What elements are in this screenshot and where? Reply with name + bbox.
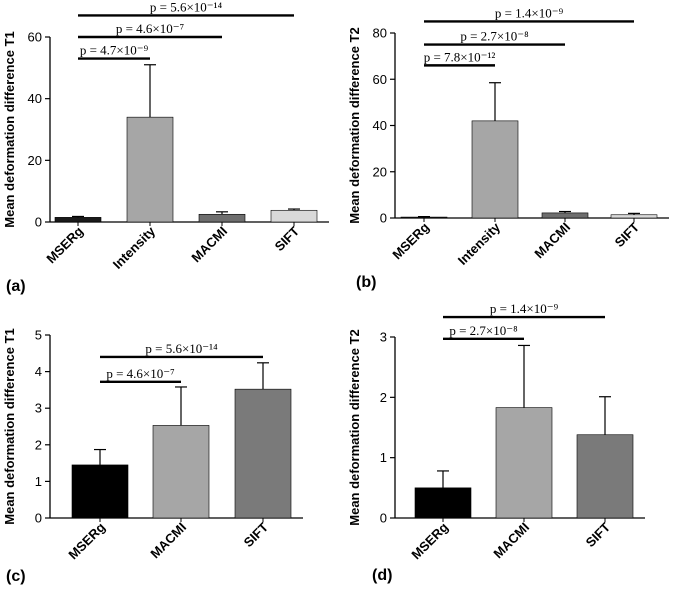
y-axis-title: Mean deformation difference T1 [2, 328, 17, 524]
bar-macmi [152, 425, 210, 519]
panel-label: (b) [356, 274, 376, 291]
bar-macmi [495, 407, 553, 519]
category-label: Intensity [110, 223, 159, 272]
bar-intensity [126, 116, 174, 223]
panel-d: 0 1 2 3 Mean deformation difference T2 MSERg M… [347, 301, 645, 584]
y-tick-label: 40 [28, 91, 42, 106]
category-label: MACMI [188, 224, 230, 266]
panel-a: 0 20 40 60 Mean deformation difference T1 MSE… [2, 0, 329, 295]
y-tick-label: 0 [380, 211, 387, 226]
category-label: SIFT [583, 519, 614, 550]
panel-c: 0 1 2 3 4 5 Mean deformation difference T1 MSER… [2, 328, 303, 585]
bar-mserg [400, 216, 448, 219]
bar-intensity [471, 120, 519, 219]
bar-mserg [54, 217, 102, 223]
y-tick-label: 60 [28, 30, 42, 45]
bar-macmi [198, 213, 246, 223]
category-label: MACMI [490, 520, 532, 562]
bar-sift [610, 214, 658, 219]
category-label: MSERg [43, 223, 86, 266]
y-tick-label: 0 [35, 215, 42, 230]
panel-label: (d) [372, 567, 392, 584]
p-value-label: p = 1.4×10⁻⁹ [495, 5, 564, 20]
y-tick-label: 5 [35, 328, 42, 343]
y-tick-label: 0 [380, 511, 387, 526]
y-axis-title: Mean deformation difference T2 [347, 27, 362, 223]
category-label: SIFT [272, 223, 303, 254]
category-label: Intensity [455, 219, 504, 268]
y-tick-label: 3 [380, 330, 387, 345]
p-value-label: p = 5.6×10⁻¹⁴ [145, 341, 218, 356]
category-label: SIFT [612, 219, 643, 250]
y-tick-label: 2 [35, 437, 42, 452]
category-label: MACMI [147, 520, 189, 562]
y-axis-title: Mean deformation difference T2 [347, 329, 362, 525]
y-tick-label: 20 [28, 153, 42, 168]
p-value-label: p = 2.7×10⁻⁸ [449, 323, 518, 338]
bar-sift [270, 209, 318, 223]
y-tick-label: 60 [373, 72, 387, 87]
y-axis-title: Mean deformation difference T1 [2, 31, 17, 227]
p-value-label: p = 5.6×10⁻¹⁴ [150, 0, 223, 14]
panel-label: (c) [6, 568, 26, 585]
category-label: MSERg [65, 519, 108, 562]
category-label: SIFT [241, 519, 272, 550]
p-value-label: p = 4.7×10⁻⁹ [80, 43, 149, 58]
y-tick-label: 4 [35, 364, 42, 379]
y-tick-label: 40 [373, 118, 387, 133]
y-tick-label: 0 [35, 511, 42, 526]
p-value-label: p = 7.8×10⁻¹² [424, 49, 496, 64]
p-value-label: p = 4.6×10⁻⁷ [106, 366, 174, 381]
bar-mserg [414, 487, 472, 519]
bar-sift [234, 388, 292, 519]
category-label: MSERg [389, 219, 432, 262]
category-label: MACMI [531, 220, 573, 262]
y-tick-label: 20 [373, 164, 387, 179]
category-label: MSERg [408, 519, 451, 562]
bar-macmi [541, 212, 589, 219]
panel-label: (a) [6, 278, 26, 295]
y-tick-label: 1 [380, 450, 387, 465]
bar-mserg [71, 464, 129, 519]
y-tick-label: 80 [373, 26, 387, 41]
y-tick-label: 2 [380, 390, 387, 405]
bar-sift [576, 434, 634, 519]
p-value-label: p = 2.7×10⁻⁸ [460, 29, 529, 44]
y-tick-label: 3 [35, 401, 42, 416]
y-tick-label: 1 [35, 474, 42, 489]
p-value-label: p = 1.4×10⁻⁹ [490, 301, 559, 316]
panel-b: 0 20 40 60 80 Mean deformation difference T2 M… [347, 5, 669, 291]
p-value-label: p = 4.6×10⁻⁷ [116, 21, 184, 36]
